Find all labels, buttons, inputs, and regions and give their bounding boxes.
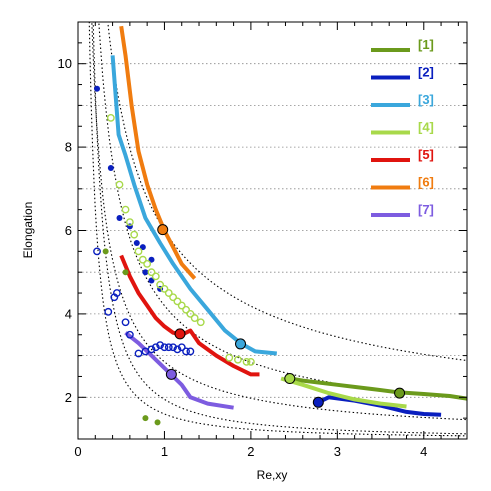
y-tick-label: 6 — [65, 223, 72, 238]
scatter-point-open — [156, 341, 165, 350]
scatter-point-open — [125, 330, 134, 339]
scatter-point-open — [246, 357, 255, 366]
x-tick-label: 1 — [161, 444, 168, 459]
scatter-point-open — [164, 343, 173, 352]
scatter-point — [102, 248, 109, 255]
scatter-point-open — [160, 284, 169, 293]
x-tick-label: 0 — [74, 444, 81, 459]
scatter-points — [93, 85, 255, 426]
scatter-point-open — [151, 343, 160, 352]
scatter-point-open — [177, 301, 186, 310]
series-lines — [110, 25, 467, 417]
y-tick-label: 2 — [65, 390, 72, 405]
series-marker — [157, 224, 169, 236]
scatter-point — [154, 419, 161, 426]
scatter-point-open — [115, 180, 124, 189]
scatter-point-open — [225, 353, 234, 362]
series-marker — [235, 338, 247, 350]
scatter-point-open — [121, 205, 130, 214]
plot-frame — [77, 21, 468, 440]
scatter-point — [122, 269, 129, 276]
scatter-point — [107, 164, 114, 171]
scatter-point-open — [121, 318, 130, 327]
scatter-point-open — [169, 293, 177, 302]
series-line — [124, 331, 234, 410]
scatter-point-open — [182, 347, 190, 356]
series-marker — [284, 373, 296, 385]
x-tick-label: 2 — [247, 444, 254, 459]
legend-label: [5] — [418, 147, 434, 162]
y-tick-label: 8 — [65, 140, 72, 155]
guide-curve — [92, 22, 467, 435]
scatter-point-open — [151, 272, 160, 281]
scatter-point-open — [104, 307, 113, 316]
scatter-point-open — [138, 255, 147, 264]
scatter-point-open — [234, 355, 242, 364]
scatter-point-open — [182, 305, 190, 314]
scatter-point-open — [125, 218, 134, 227]
scatter-point-open — [164, 289, 173, 297]
scatter-point-open — [130, 230, 139, 239]
scatter-point — [142, 269, 149, 276]
legend: [1] [2] [3] [4] [5] [6] [7] — [371, 37, 434, 217]
x-tick-label: 4 — [420, 444, 427, 459]
scatter-point-open — [106, 114, 115, 122]
legend-label: [7] — [418, 202, 434, 217]
scatter-point-open — [134, 349, 143, 358]
legend-label: [2] — [418, 65, 434, 80]
scatter-point-open — [160, 343, 169, 352]
scatter-point-open — [169, 343, 177, 352]
scatter-point-open — [143, 259, 152, 268]
x-tick-label: 3 — [334, 444, 341, 459]
scatter-point — [116, 214, 123, 221]
scatter-point-open — [156, 280, 165, 289]
scatter-point-open — [177, 343, 186, 352]
series-marker — [394, 387, 406, 399]
series-markers — [157, 224, 406, 408]
scatter-point-open — [147, 345, 156, 354]
scatter-point-open — [190, 314, 199, 322]
scatter-point — [94, 85, 101, 92]
series-line — [317, 395, 442, 417]
scatter-point-open — [147, 268, 156, 277]
series-marker — [174, 328, 186, 340]
y-tick-label: 10 — [58, 56, 72, 71]
y-tick-label: 4 — [65, 306, 72, 321]
scatter-point-open — [186, 347, 195, 356]
scatter-point-open — [196, 318, 205, 327]
series-line — [280, 376, 407, 409]
scatter-point-open — [134, 247, 143, 256]
scatter-point — [133, 240, 140, 247]
scatter-point-open — [110, 293, 119, 302]
series-line — [289, 376, 467, 401]
series-marker — [165, 368, 177, 380]
axis-ticks: 0 1 2 3 4 2 4 6 8 10 — [58, 22, 467, 459]
series-line — [110, 55, 277, 356]
guide-curve — [107, 22, 467, 362]
scatter-point-open — [242, 357, 251, 366]
legend-label: [6] — [418, 175, 434, 190]
y-axis-label: Elongation — [21, 202, 35, 259]
legend-label: [4] — [418, 120, 434, 135]
legend-label: [3] — [418, 92, 434, 107]
grid-lines — [78, 63, 467, 398]
guide-curve — [91, 22, 467, 421]
series-line — [119, 25, 197, 280]
series-marker — [312, 396, 324, 408]
x-axis-label: Re,xy — [257, 468, 288, 482]
scatter-point-open — [173, 297, 182, 306]
scatter-point-open — [186, 309, 195, 318]
scatter-point — [142, 415, 149, 422]
scatter-point-open — [173, 345, 182, 354]
guide-curve — [88, 22, 467, 437]
legend-label: [1] — [418, 37, 434, 52]
scatter-point-open — [93, 247, 101, 256]
